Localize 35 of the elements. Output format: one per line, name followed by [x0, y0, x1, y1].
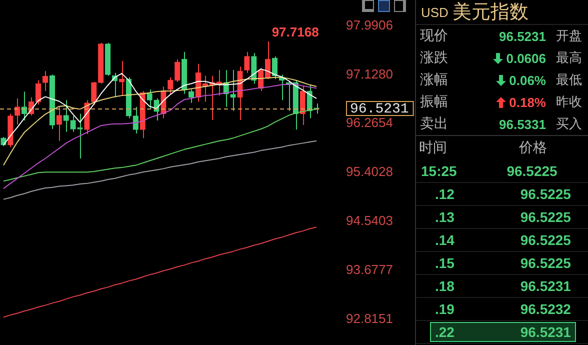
text: .13 96.5225 [434, 208, 572, 227]
y-tick-label: 93.6777 [346, 262, 393, 277]
text: 价格 [519, 139, 547, 157]
ref-line-label: 96.5231 [350, 102, 409, 118]
text: .12 96.5225 [434, 185, 572, 204]
text: .15 96.5225 [434, 254, 572, 273]
y-tick-label: 94.5403 [346, 212, 393, 228]
text: 96.5231 [499, 28, 546, 44]
text: 振幅 [420, 93, 449, 111]
text: USD 美元指数 [421, 0, 528, 25]
text: 最低 [556, 72, 582, 89]
y-tick-label: 97.1280 [346, 66, 393, 82]
y-tick-label: 92.8151 [346, 310, 393, 326]
text: .14 96.5225 [434, 231, 572, 250]
text: 涨幅 [420, 71, 449, 89]
text: 0.18% [509, 94, 546, 110]
y-tick-label: 96.2654 [346, 115, 393, 130]
annotation: 97.7168 [272, 24, 319, 40]
text: 96.5331 [499, 116, 546, 132]
text: 买入 [556, 116, 582, 133]
text: 卖出 [420, 115, 449, 133]
text: 现价 [420, 27, 449, 45]
text: .22 96.5231 [430, 322, 576, 342]
y-tick-label: 97.9906 [346, 17, 393, 32]
text: 0.06% [509, 72, 546, 88]
y-tick-label: 95.4028 [346, 164, 393, 180]
text: 开盘 [556, 28, 582, 45]
text: 时间 [419, 139, 448, 157]
text: 15:25 96.5225 [420, 162, 558, 181]
text: .18 96.5231 [434, 277, 572, 296]
text: .19 96.5232 [434, 300, 572, 319]
text: 昨收 [556, 94, 582, 111]
text: 最高 [556, 50, 582, 67]
text: 0.0606 [506, 50, 546, 66]
text: 涨跌 [420, 49, 449, 67]
